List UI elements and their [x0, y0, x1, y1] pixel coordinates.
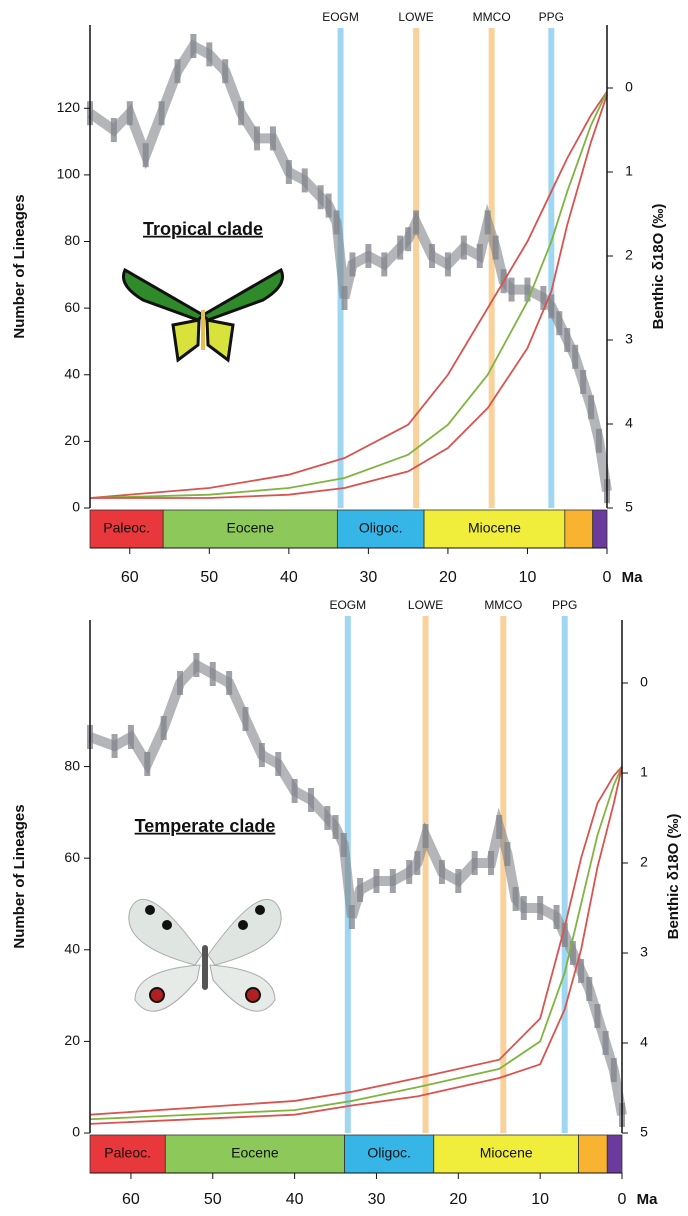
y2-tick-label: 0 — [625, 79, 633, 95]
figure: EOGMLOWEMMCOPPG020406080100120012345Pale… — [0, 0, 688, 1216]
epoch-label: Eocene — [227, 520, 275, 536]
y2-tick-label: 2 — [640, 854, 648, 870]
x-tick-label: 30 — [368, 1191, 386, 1208]
x-tick-label: 60 — [122, 1191, 140, 1208]
y-tick-label: 0 — [72, 499, 80, 515]
y-tick-label: 0 — [72, 1124, 80, 1140]
epoch-label: Oligoc. — [367, 1145, 411, 1161]
epoch-box — [607, 1135, 622, 1173]
epoch-label: Paleoc. — [103, 520, 150, 536]
event-label: EOGM — [329, 598, 366, 612]
x-tick-label: 30 — [359, 569, 377, 586]
event-label: MMCO — [484, 598, 522, 612]
epoch-box — [565, 510, 593, 548]
y2-tick-label: 5 — [625, 499, 633, 515]
y2-tick-label: 1 — [640, 764, 648, 780]
y-tick-label: 120 — [57, 99, 81, 115]
epoch-label: Paleoc. — [104, 1145, 151, 1161]
y2-tick-label: 5 — [640, 1124, 648, 1140]
y2-tick-label: 4 — [640, 1034, 648, 1050]
x-tick-label: 0 — [618, 1191, 627, 1208]
clade-title: Tropical clade — [143, 219, 263, 239]
y-tick-label: 60 — [64, 849, 80, 865]
y2-tick-label: 3 — [640, 944, 648, 960]
epoch-label: Eocene — [231, 1145, 279, 1161]
x-tick-label: 20 — [439, 569, 457, 586]
epoch-label: Miocene — [480, 1145, 533, 1161]
y-tick-label: 40 — [64, 365, 80, 381]
y2-tick-label: 4 — [625, 415, 633, 431]
tropical-butterfly — [123, 270, 282, 360]
y-tick-label: 60 — [64, 299, 80, 315]
temperate-butterfly — [129, 899, 281, 1011]
x-tick-label: 50 — [200, 569, 218, 586]
x-tick-label: 60 — [121, 569, 139, 586]
x-tick-label: 50 — [204, 1191, 222, 1208]
x-tick-label: 20 — [449, 1191, 467, 1208]
epoch-label: Oligoc. — [359, 520, 403, 536]
y2-tick-label: 1 — [625, 163, 633, 179]
event-label: EOGM — [322, 10, 359, 24]
event-label: PPG — [552, 598, 577, 612]
x-tick-label: 40 — [286, 1191, 304, 1208]
y2-tick-label: 3 — [625, 331, 633, 347]
y2-axis-label: Benthic δ18O (‰) — [665, 814, 682, 940]
x-axis-label: Ma — [637, 1191, 658, 1208]
y-tick-label: 40 — [64, 940, 80, 956]
y-axis-label: Number of Lineages — [11, 194, 28, 338]
epoch-label: Miocene — [468, 520, 521, 536]
y-tick-label: 80 — [64, 232, 80, 248]
clade-title: Temperate clade — [135, 816, 276, 836]
x-tick-label: 0 — [603, 569, 612, 586]
y2-tick-label: 0 — [640, 674, 648, 690]
x-tick-label: 10 — [519, 569, 537, 586]
x-tick-label: 40 — [280, 569, 298, 586]
y-tick-label: 20 — [64, 432, 80, 448]
d18o-line — [90, 665, 622, 1115]
y-tick-label: 20 — [64, 1032, 80, 1048]
x-axis-label: Ma — [622, 569, 643, 586]
epoch-box — [579, 1135, 608, 1173]
d18o-line — [90, 46, 607, 491]
y-axis-label: Number of Lineages — [11, 804, 28, 948]
event-label: LOWE — [398, 10, 433, 24]
x-tick-label: 10 — [531, 1191, 549, 1208]
y2-tick-label: 2 — [625, 247, 633, 263]
epoch-box — [593, 510, 607, 548]
y2-axis-label: Benthic δ18O (‰) — [650, 204, 667, 330]
event-label: PPG — [539, 10, 564, 24]
y-tick-label: 80 — [64, 757, 80, 773]
y-tick-label: 100 — [57, 166, 81, 182]
event-label: MMCO — [473, 10, 511, 24]
event-label: LOWE — [408, 598, 443, 612]
